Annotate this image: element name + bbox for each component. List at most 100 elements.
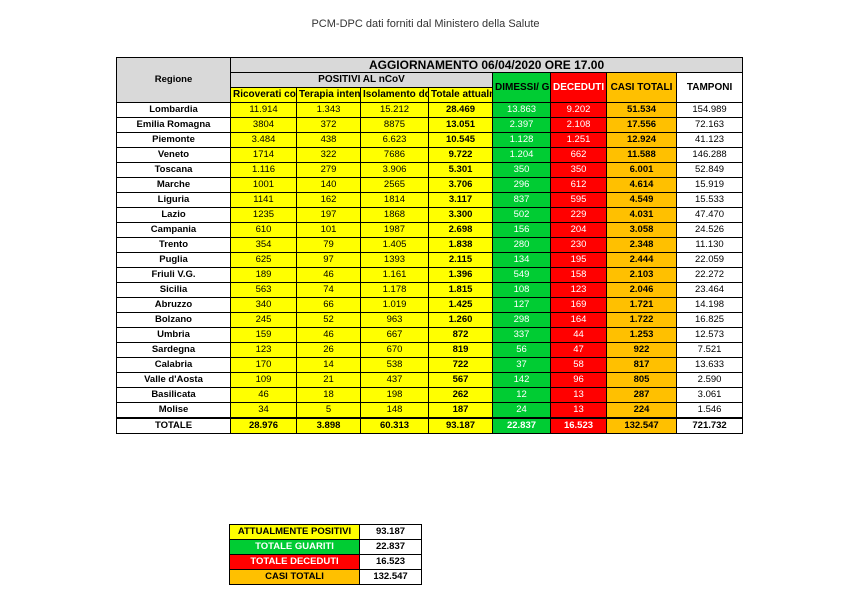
region-name: Umbria [116, 327, 231, 343]
isolamento-cell: 198 [360, 387, 429, 403]
totale-positivi-cell: 13.051 [428, 117, 493, 133]
dimessi-cell: 12 [492, 387, 551, 403]
totale-positivi-cell: 1.260 [428, 312, 493, 328]
totale-positivi-cell: 872 [428, 327, 493, 343]
tamponi-cell: 41.123 [675, 132, 744, 148]
terapia-cell: 79 [296, 237, 361, 253]
tamponi-cell: 15.533 [675, 192, 744, 208]
terapia-cell: 26 [296, 342, 361, 358]
table-row: Marche 1001 140 2565 3.706 296 612 4.614 15.919 [116, 177, 744, 193]
total-dimessi-cell: 22.837 [492, 417, 551, 434]
deceduti-cell: 169 [550, 297, 607, 313]
header-casi-totali: CASI TOTALI [606, 72, 677, 103]
ricoverati-cell: 11.914 [230, 102, 297, 118]
positivi-banner: POSITIVI AL nCoV [230, 72, 493, 88]
update-banner: AGGIORNAMENTO 06/04/2020 ORE 17.00 [229, 57, 744, 73]
isolamento-cell: 1.019 [360, 297, 429, 313]
summary-row: CASI TOTALI 132.547 [229, 569, 422, 585]
terapia-cell: 97 [296, 252, 361, 268]
deceduti-cell: 2.108 [550, 117, 607, 133]
ricoverati-cell: 1141 [230, 192, 297, 208]
tamponi-cell: 16.825 [675, 312, 744, 328]
table-row: Liguria 1141 162 1814 3.117 837 595 4.549 15.533 [116, 192, 744, 208]
isolamento-cell: 963 [360, 312, 429, 328]
ricoverati-cell: 123 [230, 342, 297, 358]
dimessi-cell: 156 [492, 222, 551, 238]
region-name: Liguria [116, 192, 231, 208]
isolamento-cell: 1393 [360, 252, 429, 268]
deceduti-cell: 350 [550, 162, 607, 178]
totale-positivi-cell: 1.396 [428, 267, 493, 283]
casi-totali-cell: 4.549 [606, 192, 677, 208]
region-name: Friuli V.G. [116, 267, 231, 283]
tamponi-cell: 24.526 [675, 222, 744, 238]
deceduti-cell: 44 [550, 327, 607, 343]
terapia-cell: 46 [296, 327, 361, 343]
totale-positivi-cell: 3.300 [428, 207, 493, 223]
table-row: Bolzano 245 52 963 1.260 298 164 1.722 16.825 [116, 312, 744, 328]
region-name: Basilicata [116, 387, 231, 403]
dimessi-cell: 280 [492, 237, 551, 253]
casi-totali-cell: 1.722 [606, 312, 677, 328]
casi-totali-cell: 17.556 [606, 117, 677, 133]
region-name: Lazio [116, 207, 231, 223]
terapia-cell: 322 [296, 147, 361, 163]
table-row: Molise 34 5 148 187 24 13 224 1.546 [116, 402, 744, 419]
tamponi-cell: 1.546 [675, 402, 744, 419]
terapia-cell: 438 [296, 132, 361, 148]
casi-totali-cell: 4.614 [606, 177, 677, 193]
region-name: Sardegna [116, 342, 231, 358]
isolamento-cell: 15.212 [360, 102, 429, 118]
header-totale-positivi: Totale attualmente positivi [428, 87, 493, 103]
terapia-cell: 52 [296, 312, 361, 328]
totale-positivi-cell: 567 [428, 372, 493, 388]
ricoverati-cell: 34 [230, 402, 297, 419]
ricoverati-cell: 3.484 [230, 132, 297, 148]
summary-label: TOTALE DECEDUTI [229, 554, 360, 570]
ricoverati-cell: 1.116 [230, 162, 297, 178]
summary-value: 16.523 [359, 554, 422, 570]
deceduti-cell: 96 [550, 372, 607, 388]
region-name: Marche [116, 177, 231, 193]
deceduti-cell: 13 [550, 387, 607, 403]
summary-row: ATTUALMENTE POSITIVI 93.187 [229, 524, 422, 540]
table-row: Trento 354 79 1.405 1.838 280 230 2.348 11.130 [116, 237, 744, 253]
summary-row: TOTALE GUARITI 22.837 [229, 539, 422, 555]
terapia-cell: 372 [296, 117, 361, 133]
dimessi-cell: 108 [492, 282, 551, 298]
casi-totali-cell: 3.058 [606, 222, 677, 238]
totale-positivi-cell: 28.469 [428, 102, 493, 118]
dimessi-cell: 837 [492, 192, 551, 208]
ricoverati-cell: 46 [230, 387, 297, 403]
dimessi-cell: 1.128 [492, 132, 551, 148]
ricoverati-cell: 625 [230, 252, 297, 268]
casi-totali-cell: 922 [606, 342, 677, 358]
isolamento-cell: 1868 [360, 207, 429, 223]
tamponi-cell: 2.590 [675, 372, 744, 388]
totale-positivi-cell: 2.115 [428, 252, 493, 268]
dimessi-cell: 502 [492, 207, 551, 223]
total-casi-totali-cell: 132.547 [606, 417, 677, 434]
dimessi-cell: 13.863 [492, 102, 551, 118]
table-row: Lazio 1235 197 1868 3.300 502 229 4.031 47.470 [116, 207, 744, 223]
totale-positivi-cell: 3.706 [428, 177, 493, 193]
tamponi-cell: 3.061 [675, 387, 744, 403]
region-name: Piemonte [116, 132, 231, 148]
deceduti-cell: 58 [550, 357, 607, 373]
total-region-name: TOTALE [116, 417, 231, 434]
summary-table: ATTUALMENTE POSITIVI 93.187 TOTALE GUARITI… [229, 524, 422, 585]
summary-value: 22.837 [359, 539, 422, 555]
deceduti-cell: 1.251 [550, 132, 607, 148]
ricoverati-cell: 563 [230, 282, 297, 298]
isolamento-cell: 2565 [360, 177, 429, 193]
tamponi-cell: 72.163 [675, 117, 744, 133]
header-terapia: Terapia intensiva [296, 87, 361, 103]
table-row: Calabria 170 14 538 722 37 58 817 13.633 [116, 357, 744, 373]
tamponi-cell: 13.633 [675, 357, 744, 373]
table-row: Sardegna 123 26 670 819 56 47 922 7.521 [116, 342, 744, 358]
terapia-cell: 18 [296, 387, 361, 403]
casi-totali-cell: 817 [606, 357, 677, 373]
deceduti-cell: 662 [550, 147, 607, 163]
casi-totali-cell: 2.103 [606, 267, 677, 283]
header-dimessi: DIMESSI/ GUARITI [492, 72, 551, 103]
